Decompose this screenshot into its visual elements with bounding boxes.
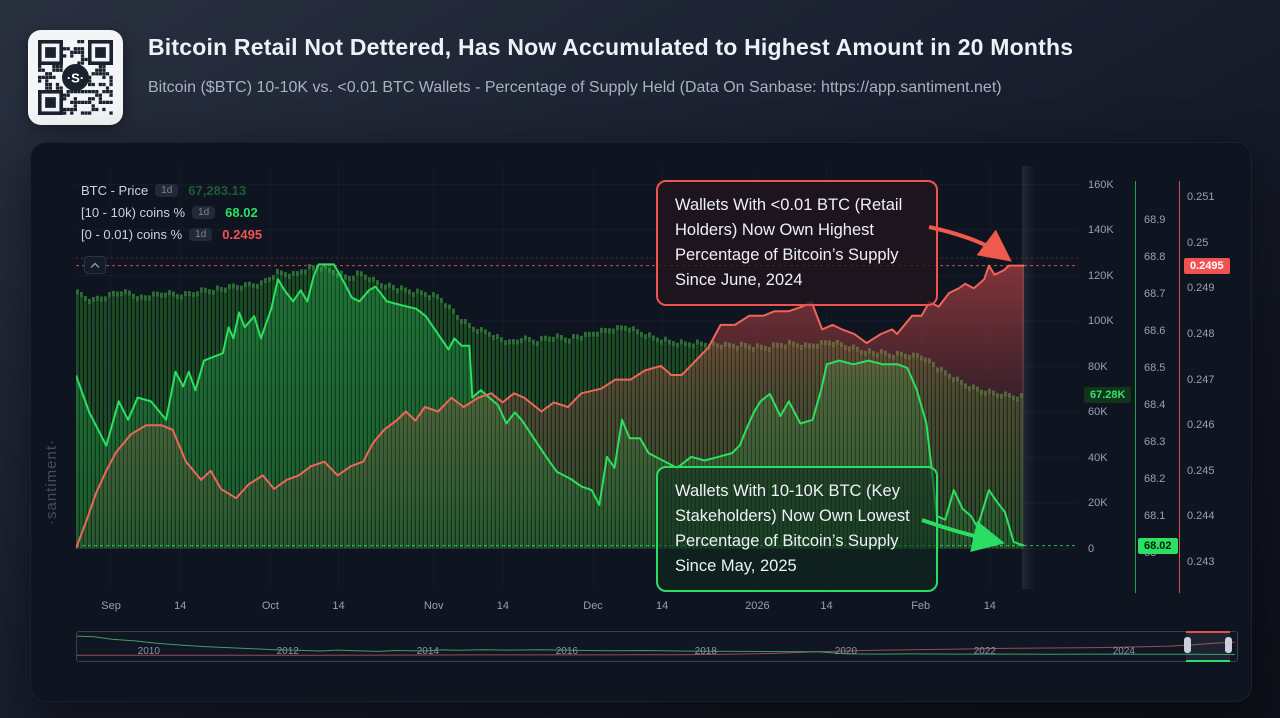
axis-tick-label: Feb <box>911 600 931 612</box>
axis-tick-label: 120K <box>1088 269 1114 282</box>
axis-tick-label: 40K <box>1088 451 1108 464</box>
axis-tick-label: 68.6 <box>1144 325 1166 337</box>
santiment-watermark: ·santiment· <box>43 438 60 525</box>
collapse-legend-button[interactable] <box>84 256 106 274</box>
axis-tick-label: 0.247 <box>1187 373 1215 386</box>
legend-value: 68.02 <box>225 205 258 220</box>
chart-legend: BTC - Price 1d 67,283.13 [10 - 10k) coin… <box>81 183 262 242</box>
axis-tick-label: 2024 <box>1112 646 1135 657</box>
axis-tick-label: 0.244 <box>1187 510 1215 523</box>
santiment-qr-logo: ·S· <box>28 30 123 125</box>
axis-tick-label: 14 <box>174 600 187 612</box>
timeline-minimap[interactable]: 2010 2012 2014 2016 2018 2020 2022 2024 <box>76 631 1238 662</box>
axis-tick-label: 68.7 <box>1144 288 1166 300</box>
axis-tick-label: 60K <box>1088 406 1108 418</box>
axis-tick-label: 2012 <box>276 646 299 657</box>
timeline-brush[interactable] <box>1184 631 1233 662</box>
axis-tick-label: 2014 <box>416 646 439 657</box>
axis-tick-label: 14 <box>820 600 833 612</box>
svg-text:·S·: ·S· <box>67 71 84 86</box>
axis-tick-label: 0 <box>1088 542 1095 555</box>
axis-tick-label: 2026 <box>745 600 770 612</box>
legend-row-0-001-coins[interactable]: [0 - 0.01) coins % 1d 0.2495 <box>81 227 262 242</box>
brush-handle-right[interactable] <box>1225 637 1233 653</box>
brush-handle-left[interactable] <box>1184 637 1192 653</box>
axis-tick-label: 80K <box>1088 360 1108 373</box>
minimap-chart <box>76 635 1236 656</box>
annotation-retail-holders: Wallets With <0.01 BTC (Retail Holders) … <box>656 180 938 306</box>
axis-tick-label: 68.5 <box>1144 362 1166 374</box>
axis-tick-label: 14 <box>496 600 509 612</box>
legend-label: [0 - 0.01) coins % <box>81 227 183 242</box>
axis-tick-label: 68.3 <box>1144 436 1166 448</box>
axis-tick-label: 68.2 <box>1144 473 1166 485</box>
axis-tick-label: 68.1 <box>1144 510 1166 522</box>
axis-tick-label: 0.249 <box>1187 282 1215 295</box>
axis-tick-label: 0.25 <box>1187 236 1209 249</box>
legend-label: [10 - 10k) coins % <box>81 205 186 220</box>
axis-tick-label: 68.8 <box>1144 251 1166 263</box>
axis-tick-label: 0.248 <box>1187 328 1215 340</box>
legend-row-10-10k-coins[interactable]: [10 - 10k) coins % 1d 68.02 <box>81 205 262 220</box>
axis-tick-label: Dec <box>583 600 603 612</box>
axis-tick-label: 0.245 <box>1187 464 1215 477</box>
axis-tick-label: 14 <box>656 600 669 612</box>
qr-code-icon: ·S· <box>38 40 113 115</box>
axis-tick-label: 20K <box>1088 497 1108 509</box>
interval-badge[interactable]: 1d <box>189 228 213 241</box>
legend-label: BTC - Price <box>81 183 149 198</box>
axis-tick-label: Nov <box>423 600 444 612</box>
axis-tick-label: 100K <box>1088 315 1114 327</box>
price-current-badge: 67.28K <box>1084 387 1132 404</box>
chart-panel: ·santiment· BTC - Price 1d 67,283.13 [10… <box>30 142 1252 702</box>
axis-tick-label: 2022 <box>973 646 996 657</box>
axis-tick-label: 68.9 <box>1144 214 1166 226</box>
axis-tick-label: 2016 <box>555 646 578 657</box>
axis-tick-label: 2020 <box>834 646 858 657</box>
chevron-up-icon <box>90 261 100 268</box>
axis-tick-label: 140K <box>1088 224 1114 236</box>
interval-badge[interactable]: 1d <box>192 206 216 219</box>
green-axis-line <box>1135 181 1136 593</box>
page-title: Bitcoin Retail Not Dettered, Has Now Acc… <box>148 34 1074 60</box>
legend-value: 67,283.13 <box>188 183 247 198</box>
axis-tick-label: 14 <box>332 600 345 612</box>
legend-row-btc-price[interactable]: BTC - Price 1d 67,283.13 <box>81 183 262 198</box>
axis-tick-label: Oct <box>261 600 279 612</box>
axis-tick-label: 0.246 <box>1187 419 1215 432</box>
interval-badge[interactable]: 1d <box>155 184 179 197</box>
red-axis-line <box>1179 181 1180 593</box>
legend-value: 0.2495 <box>222 227 263 242</box>
axis-tick-label: 160K <box>1088 178 1114 191</box>
axis-tick-label: 14 <box>983 600 996 612</box>
green-current-badge: 68.02 <box>1138 537 1178 554</box>
axis-tick-label: 2010 <box>137 646 160 657</box>
axis-tick-label: 2018 <box>694 646 717 657</box>
annotation-key-stakeholders: Wallets With 10-10K BTC (Key Stakeholder… <box>656 466 938 592</box>
axis-tick-label: 68.4 <box>1144 399 1166 411</box>
page-subtitle: Bitcoin ($BTC) 10-10K vs. <0.01 BTC Wall… <box>148 79 1002 96</box>
axis-tick-label: Sep <box>101 600 121 612</box>
red-current-badge: 0.2495 <box>1184 257 1230 274</box>
axis-tick-label: 0.251 <box>1187 191 1215 204</box>
axis-tick-label: 0.243 <box>1187 556 1215 568</box>
